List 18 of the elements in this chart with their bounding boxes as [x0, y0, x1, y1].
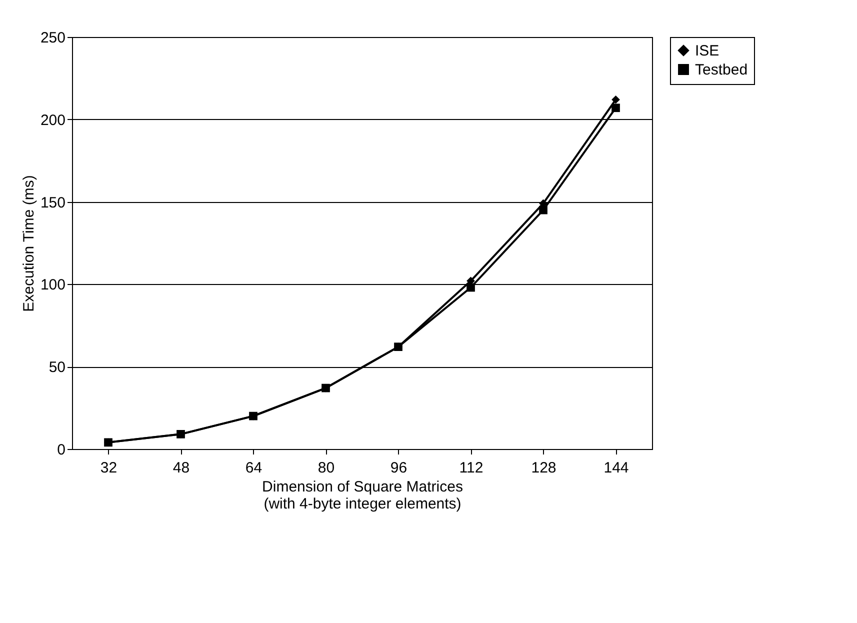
x-tick-label: 64: [245, 460, 262, 476]
x-tick-label: 32: [100, 460, 118, 476]
x-tick-label: 96: [390, 460, 408, 476]
x-tick-label: 144: [604, 460, 629, 476]
y-tick-label: 50: [48, 359, 66, 376]
x-tick-label: 48: [172, 460, 190, 476]
legend-label: ISE: [695, 42, 720, 60]
y-tick-label: 0: [57, 442, 66, 458]
x-axis-title: Dimension of Square Matrices (with 4-byte integer elements): [262, 478, 463, 512]
x-tick-label: 80: [318, 460, 335, 476]
legend-label: Testbed: [695, 62, 748, 78]
y-tick-label: 100: [40, 276, 66, 294]
y-tick-label: 150: [40, 194, 66, 212]
x-tick-label: 128: [531, 460, 556, 476]
x-tick-label: 112: [459, 460, 484, 476]
y-axis-title: Execution Time (ms): [20, 175, 38, 312]
y-tick-label: 200: [40, 112, 66, 129]
y-tick-label: 250: [40, 30, 66, 46]
